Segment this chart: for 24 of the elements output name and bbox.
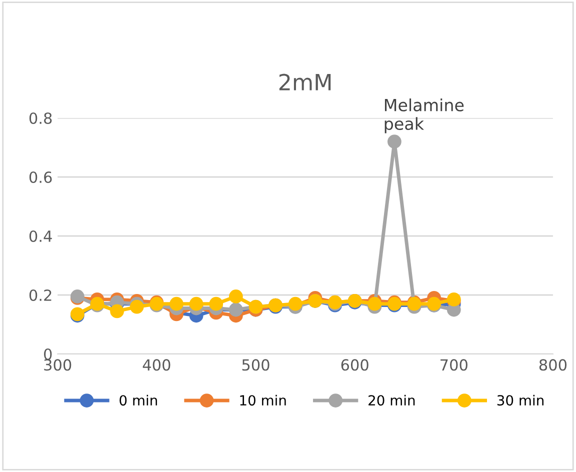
legend-label: 20 min (368, 394, 415, 406)
y-tick-label: 0.2 (29, 289, 52, 302)
point (189, 296, 204, 311)
x-tick-label: 400 (142, 359, 170, 371)
point (388, 134, 402, 149)
point (130, 300, 144, 314)
x-tick-label: 500 (242, 359, 270, 371)
point (209, 296, 224, 311)
y-tick-label: 0.8 (29, 112, 52, 124)
legend-label: 0 min (120, 394, 157, 406)
y-tick-label: 0.6 (29, 171, 52, 184)
x-tick-label: 800 (539, 359, 567, 371)
point (110, 304, 124, 318)
annotation: Melamine peak (384, 98, 464, 134)
legend-label: 30 min (497, 394, 544, 406)
point (228, 290, 243, 304)
chart-title: 2mM (279, 74, 331, 90)
y-tick-label: 0 (44, 348, 52, 360)
x-tick-label: 600 (341, 359, 368, 371)
legend-label: 10 min (240, 394, 286, 406)
x-tick-label: 300 (44, 359, 72, 371)
point (170, 296, 184, 311)
x-tick-label: 700 (440, 359, 468, 371)
y-tick-label: 0.4 (29, 230, 52, 242)
